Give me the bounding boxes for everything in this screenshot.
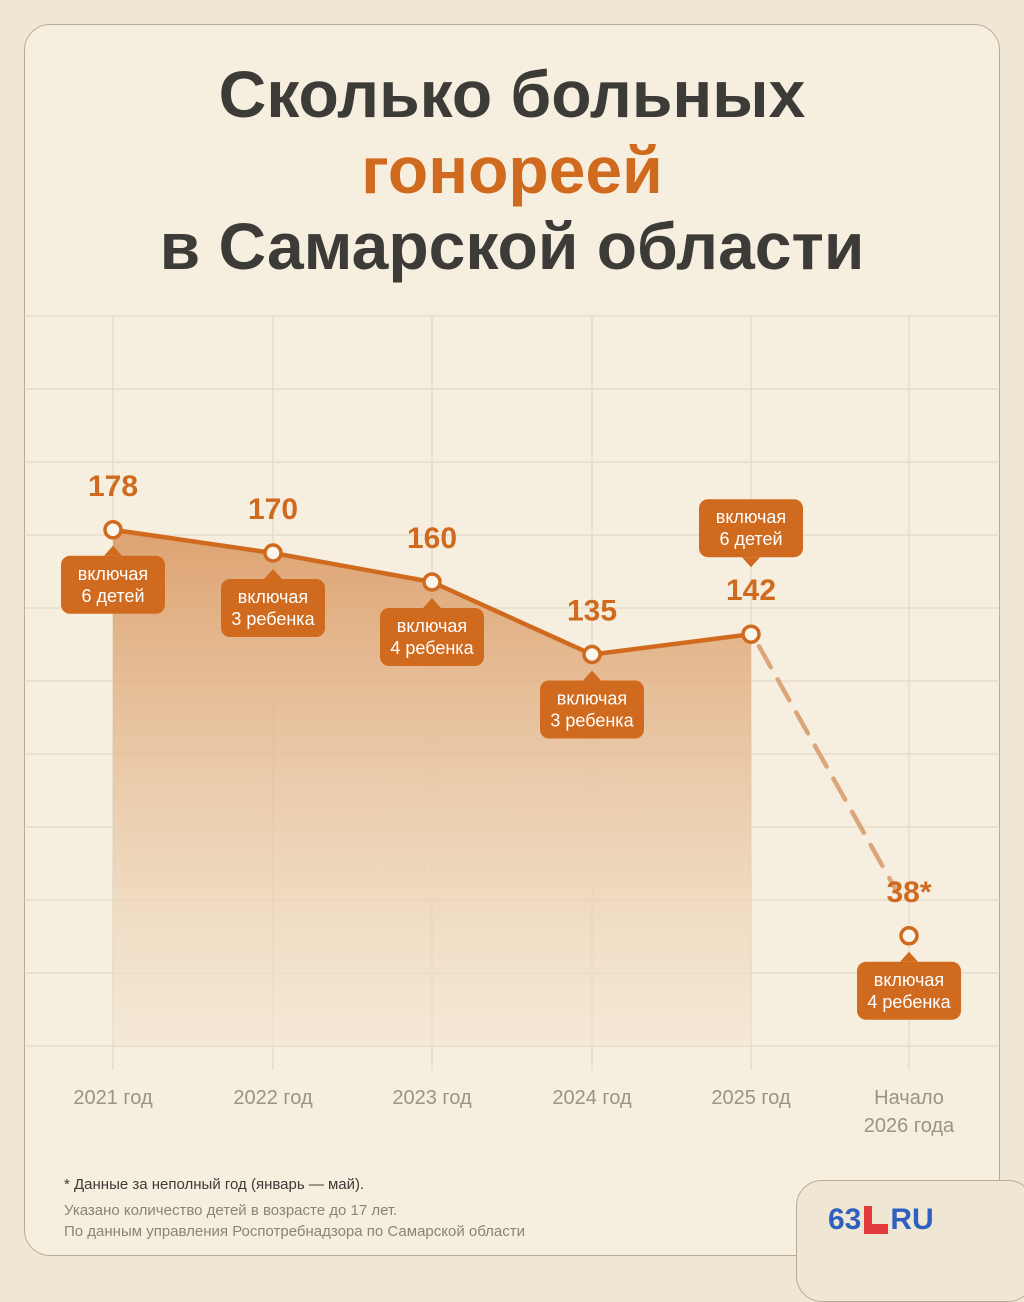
x-tick-label: 2023 год <box>392 1087 472 1109</box>
x-tick-label: 2025 год <box>711 1087 791 1109</box>
footnote: * Данные за неполный год (январь — май). <box>64 1176 365 1193</box>
data-point <box>899 926 919 946</box>
data-label: 38* <box>886 876 931 909</box>
x-tick-label: 2021 год <box>73 1087 153 1109</box>
logo-text: RU <box>890 1203 934 1236</box>
title-line-1: Сколько больных <box>218 57 806 131</box>
annotation-text: включая <box>397 616 467 636</box>
x-tick-label: 2024 год <box>552 1087 632 1109</box>
data-label: 142 <box>726 574 776 607</box>
annotation-text: 6 детей <box>81 586 144 606</box>
data-point <box>422 572 442 592</box>
page-title: Сколько больных гонореей в Самарской обл… <box>0 56 1024 284</box>
series-line-dashed <box>756 643 900 895</box>
source-line-2: По данным управления Роспотребнадзора по… <box>64 1223 525 1240</box>
title-line-2: гонореей <box>361 133 663 207</box>
x-tick-label: Начало <box>874 1087 944 1109</box>
data-point <box>741 624 761 644</box>
logo-number: 63 <box>828 1203 862 1236</box>
data-point <box>263 543 283 563</box>
brand-logo[interactable]: 63 RU <box>828 1200 934 1240</box>
annotation-text: 3 ребенка <box>231 609 315 629</box>
title-line-3: в Самарской области <box>159 209 865 283</box>
annotation-text: включая <box>238 587 308 607</box>
data-label: 135 <box>567 595 617 628</box>
data-label: 170 <box>248 493 298 526</box>
annotation-text: 4 ребенка <box>867 992 951 1012</box>
data-label: 178 <box>88 470 138 503</box>
annotation-text: 4 ребенка <box>390 638 474 658</box>
annotation-text: 6 детей <box>719 529 782 549</box>
annotation-text: включая <box>557 689 627 709</box>
x-tick-label: 2022 год <box>233 1087 313 1109</box>
logo-corner <box>796 1180 1024 1302</box>
annotation-text: включая <box>716 507 786 527</box>
annotation-text: 3 ребенка <box>550 711 634 731</box>
source-line-1: Указано количество детей в возрасте до 1… <box>64 1202 398 1219</box>
x-tick-label: 2026 года <box>864 1115 955 1137</box>
data-label: 160 <box>407 522 457 555</box>
logo-mark-icon <box>864 1206 889 1234</box>
data-point <box>582 644 602 665</box>
annotation-text: включая <box>78 564 148 584</box>
data-point <box>103 520 123 540</box>
annotation-text: включая <box>874 970 944 990</box>
source-note: Указано количество детей в возрасте до 1… <box>64 1200 525 1242</box>
